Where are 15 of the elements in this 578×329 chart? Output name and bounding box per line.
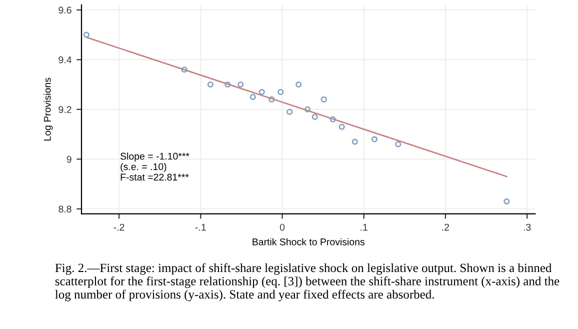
x-tick-label: .2	[442, 224, 450, 231]
caption: Fig. 2.—First stage: impact of shift-share legislative shock on legislative output. Shown is a binned scatterplot for the first-stage relationship (eq. [3]) between the shift-share instrument (x-axis) and the log number of provisions (y-axis). State and year fixed effects are absorbed.	[55, 263, 560, 302]
y-tick-label: 9.6	[58, 6, 72, 14]
y-tick-label: 9	[66, 156, 72, 163]
y-axis-title: Log Provisions	[44, 78, 53, 140]
y-tick-label: 8.8	[58, 206, 72, 212]
y-tick-label: 9.2	[58, 106, 72, 114]
x-tick-label: -.1	[195, 224, 206, 231]
x-tick-label: -.2	[114, 224, 124, 231]
text: Slope = -1.10*** (s.e. = .10) F-stat =22.81***	[120, 152, 190, 181]
x-tick-label: .1	[360, 224, 368, 231]
y-tick-label: 9.4	[58, 56, 72, 64]
x-tick-label: .3	[524, 224, 531, 231]
x-axis-title: Bartik Shock to Provisions	[252, 238, 364, 246]
x-tick-label: 0	[280, 224, 285, 231]
